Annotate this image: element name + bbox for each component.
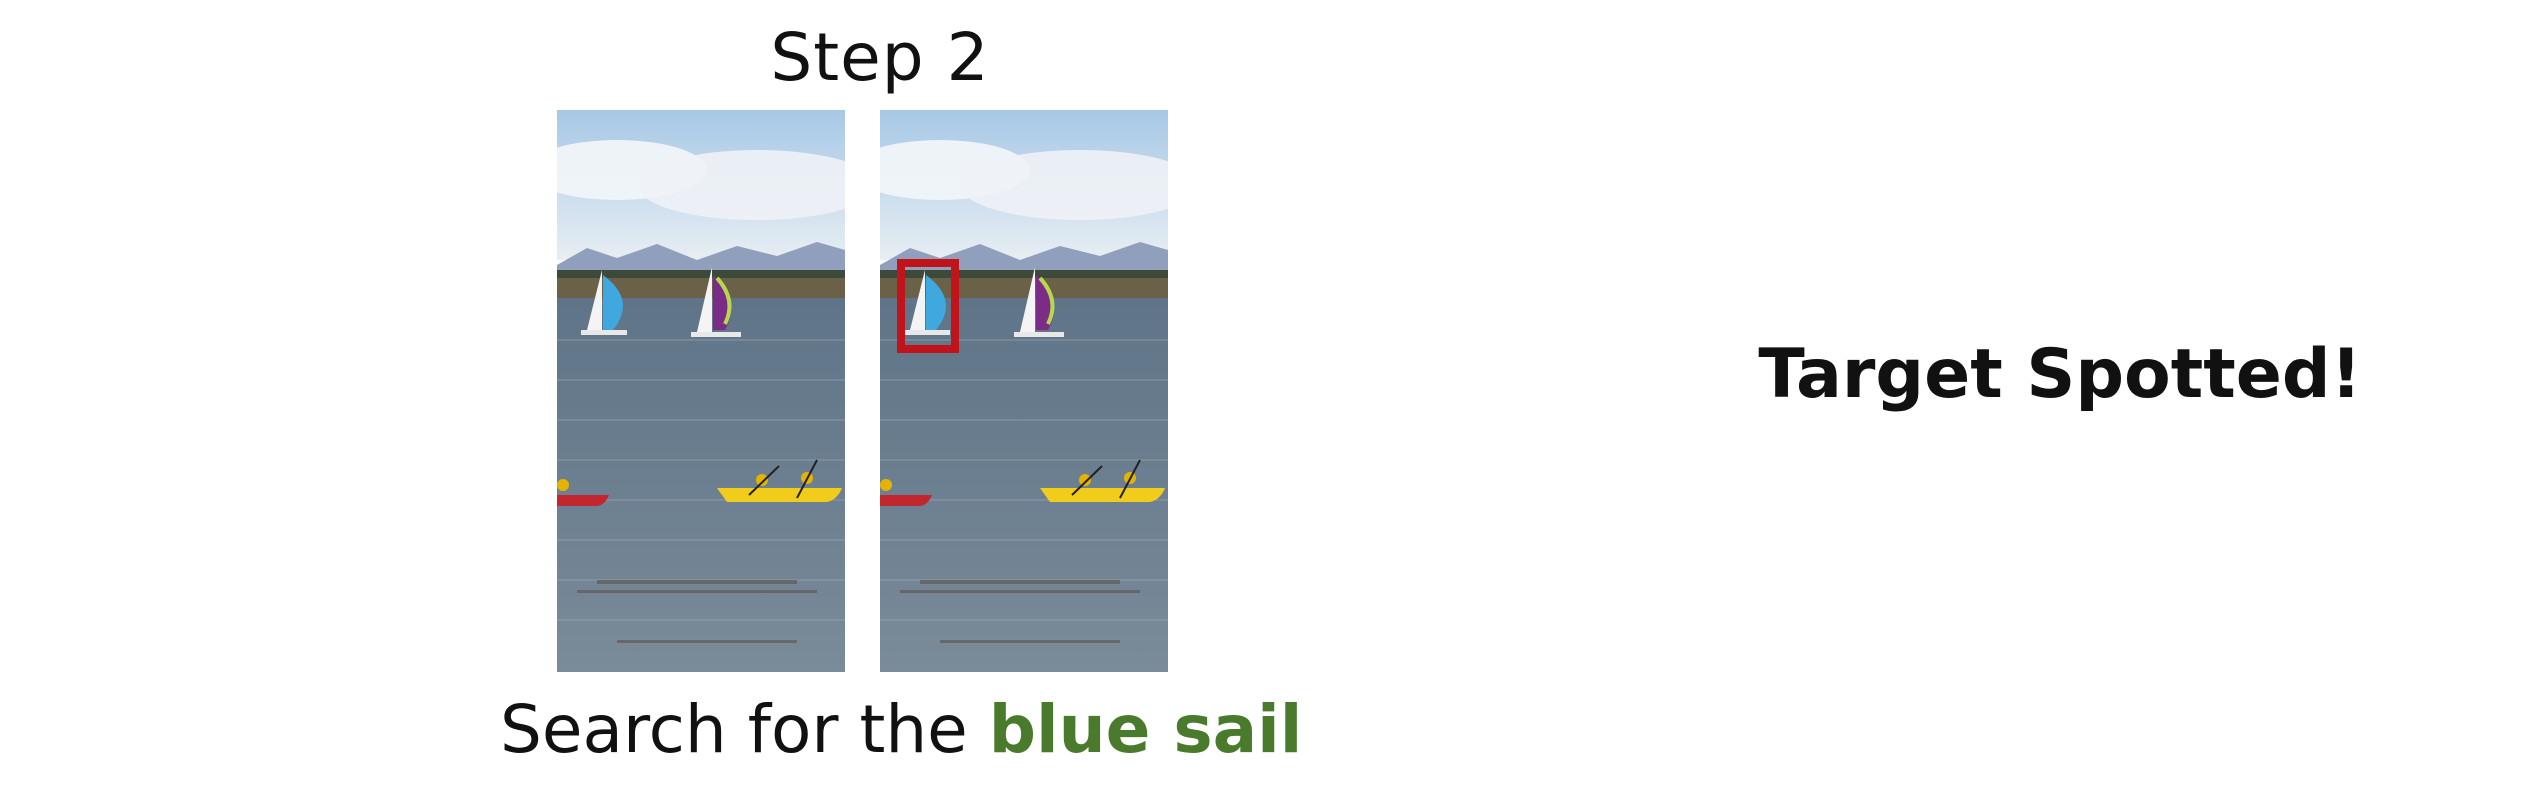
sea-scene-illustration xyxy=(880,110,1168,672)
search-caption: Search for the blue sail xyxy=(500,690,1303,770)
red-selection-box xyxy=(897,259,959,353)
mountains xyxy=(557,242,845,272)
sea-scene-illustration xyxy=(557,110,845,672)
caption-prefix: Search for the xyxy=(500,691,968,768)
status-message: Target Spotted! xyxy=(1758,335,2362,414)
caption-target: blue sail xyxy=(988,691,1303,768)
sailboat-icon-rainbow xyxy=(691,267,741,337)
water xyxy=(557,298,845,672)
kayak-icon-yellow xyxy=(717,459,842,502)
scene-image-detected xyxy=(880,110,1168,672)
kayak-icon-red xyxy=(557,479,609,506)
step-title: Step 2 xyxy=(770,19,990,96)
scene-image-original xyxy=(557,110,845,672)
sailboat-icon-blue xyxy=(581,270,627,335)
